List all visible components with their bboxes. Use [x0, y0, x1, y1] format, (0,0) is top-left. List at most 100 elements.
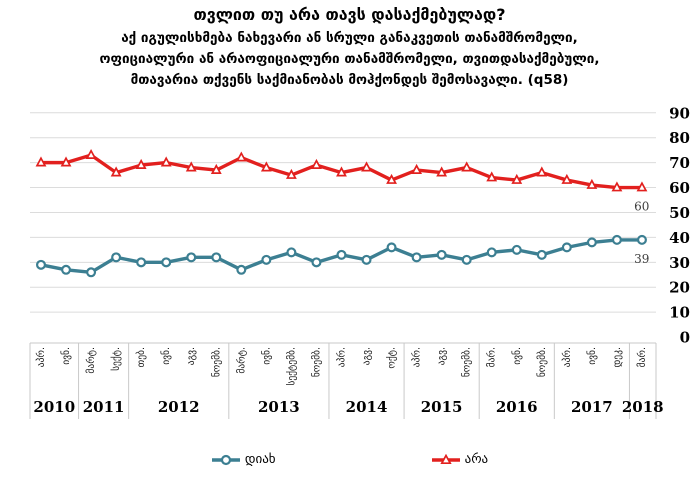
- y-axis-tick-label: 60: [669, 179, 690, 197]
- data-point-circle: [35, 259, 46, 270]
- legend-label-yes: დიახ: [244, 452, 276, 467]
- x-axis-tick-label: აგვ.: [362, 347, 373, 365]
- y-axis-tick-label: 50: [669, 204, 690, 222]
- data-point-circle: [111, 252, 122, 263]
- x-axis-tick-label: ივნ.: [61, 347, 72, 365]
- year-label: 2013: [258, 398, 300, 416]
- chart-title-line4: მთავარია თქვენს საქმიანობას მოჰქონდეს შე…: [130, 72, 569, 88]
- y-axis-tick-label: 20: [669, 279, 690, 297]
- chart-title: თვლით თუ არა თავს დასაქმებულად? აქ იგული…: [0, 5, 699, 91]
- legend-swatch-yes-icon: [211, 454, 240, 465]
- data-point-circle: [636, 234, 647, 245]
- data-point-circle: [536, 249, 547, 260]
- data-point-triangle: [411, 163, 423, 174]
- data-point-circle: [561, 242, 572, 253]
- chart-title-line2: აქ იგულისხმება ნახევარი ან სრული განაკვე…: [121, 30, 578, 46]
- data-point-circle: [586, 237, 597, 248]
- data-point-circle: [311, 257, 322, 268]
- data-point-triangle: [636, 181, 648, 192]
- data-point-triangle: [386, 173, 397, 184]
- data-point-triangle: [185, 161, 197, 172]
- data-point-circle: [236, 264, 247, 275]
- x-axis-tick-label: მარტ.: [86, 347, 97, 374]
- x-axis-tick-label: მარ.: [487, 347, 498, 367]
- data-point-triangle: [486, 171, 498, 182]
- x-axis-tick-label: ივნ.: [587, 347, 598, 365]
- x-axis-tick-label: ნოემბ.: [311, 347, 322, 377]
- data-point-triangle: [60, 156, 72, 167]
- data-point-triangle: [135, 158, 147, 169]
- y-axis-tick-label: 90: [669, 104, 690, 122]
- x-axis-tick-label: აპრ.: [336, 347, 347, 367]
- year-label: 2015: [421, 398, 463, 416]
- data-point-triangle: [35, 156, 47, 167]
- x-axis-tick-label: აგვ.: [186, 347, 197, 365]
- year-label: 2012: [158, 398, 200, 416]
- year-label: 2017: [571, 398, 613, 416]
- year-label: 2018: [622, 398, 664, 416]
- x-axis-tick-label: ივნ.: [261, 347, 272, 365]
- year-label: 2016: [496, 398, 538, 416]
- year-label: 2011: [83, 398, 125, 416]
- data-point-circle: [486, 247, 497, 258]
- y-axis-tick-label: 70: [669, 154, 690, 172]
- y-axis-tick-label: 10: [669, 304, 690, 322]
- y-axis-tick-label: 0: [680, 329, 690, 347]
- data-point-triangle: [285, 168, 297, 179]
- year-label: 2014: [346, 398, 388, 416]
- chart-title-line1: თვლით თუ არა თავს დასაქმებულად?: [193, 5, 506, 24]
- data-point-circle: [261, 254, 272, 265]
- data-point-triangle: [235, 151, 247, 162]
- data-point-circle: [61, 264, 72, 275]
- x-axis-tick-label: აპრ.: [562, 347, 573, 367]
- data-point-circle: [211, 252, 222, 263]
- x-axis-tick-label: ნოემბ.: [211, 347, 222, 377]
- data-point-triangle: [110, 166, 122, 177]
- y-axis-tick-label: 80: [669, 129, 690, 147]
- data-point-triangle: [611, 181, 623, 192]
- legend-label-no: არა: [464, 452, 489, 467]
- x-axis-tick-label: მარტ.: [236, 347, 247, 374]
- data-point-triangle: [461, 161, 473, 172]
- data-point-circle: [361, 254, 372, 265]
- year-label: 2010: [33, 398, 75, 416]
- data-point-triangle: [586, 178, 598, 189]
- data-point-circle: [461, 254, 472, 265]
- chart-legend: დიახ არა: [0, 452, 699, 467]
- x-axis-tick-label: აგვ.: [437, 347, 448, 365]
- x-axis-tick-label: თებ.: [136, 347, 147, 367]
- chart-title-line3: ოფიციალური ან არაოფიციალური თანამშრომელი…: [99, 51, 600, 67]
- data-point-circle: [511, 244, 522, 255]
- data-point-circle: [436, 249, 447, 260]
- x-axis-tick-label: აპრ.: [412, 347, 423, 367]
- legend-item-no: არა: [431, 452, 489, 467]
- data-point-triangle: [336, 166, 347, 177]
- x-axis-tick-label: სექტ.: [111, 347, 122, 371]
- series-end-label-no: 60: [634, 200, 649, 214]
- data-point-circle: [336, 249, 347, 260]
- data-point-circle: [286, 247, 297, 258]
- data-point-triangle: [210, 163, 222, 174]
- data-point-triangle: [561, 173, 573, 184]
- series-end-label-yes: 39: [634, 252, 649, 266]
- data-point-triangle: [536, 166, 548, 177]
- data-point-triangle: [85, 148, 97, 159]
- data-point-circle: [161, 257, 172, 268]
- data-point-circle: [86, 267, 97, 278]
- data-point-triangle: [260, 161, 272, 172]
- x-axis-tick-label: დეკ.: [612, 347, 623, 367]
- x-axis-tick-label: მარ.: [637, 347, 648, 367]
- data-point-circle: [186, 252, 197, 263]
- data-point-triangle: [160, 156, 172, 167]
- data-point-circle: [611, 234, 622, 245]
- y-axis-tick-label: 40: [669, 229, 690, 247]
- x-axis-tick-label: ოქტ.: [387, 347, 398, 369]
- data-point-circle: [386, 242, 397, 253]
- data-point-triangle: [511, 173, 523, 184]
- x-axis-tick-label: ივნ.: [161, 347, 172, 365]
- x-axis-tick-label: აპრ.: [36, 347, 47, 367]
- legend-item-yes: დიახ: [211, 452, 276, 467]
- data-point-triangle: [311, 158, 322, 169]
